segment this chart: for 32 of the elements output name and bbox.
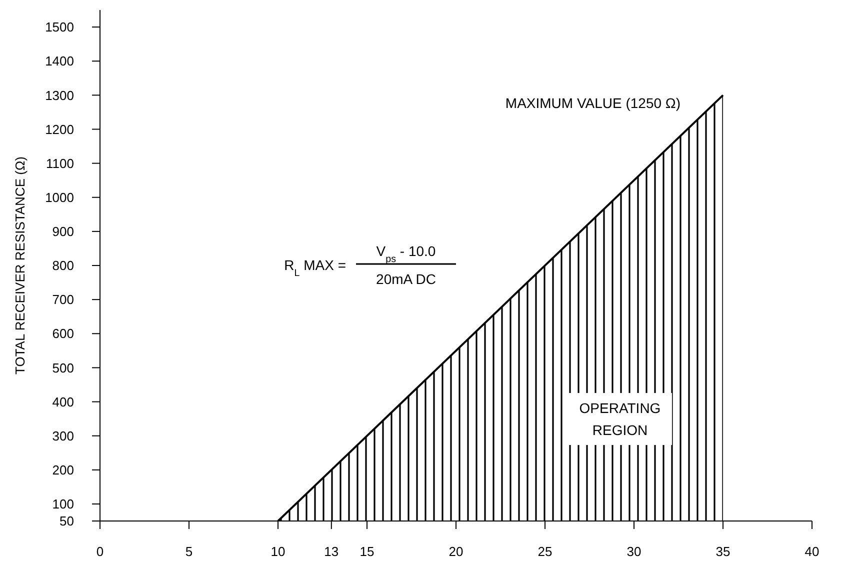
y-axis-title: TOTAL RECEIVER RESISTANCE (Ω): [12, 156, 28, 374]
annotation: 20mA DC: [376, 271, 436, 287]
y-tick-label: 1100: [46, 156, 74, 171]
y-tick-label: 300: [52, 428, 74, 444]
x-tick-label: 10: [270, 544, 286, 560]
x-tick-label: 0: [96, 544, 104, 560]
y-tick-label: 100: [52, 496, 74, 512]
x-tick-label: 20: [448, 544, 464, 560]
y-tick-label: 1200: [45, 122, 74, 137]
y-tick-label: 1400: [45, 54, 74, 69]
y-tick-label: 50: [60, 514, 74, 529]
x-tick-label: 13: [324, 544, 339, 560]
x-tick-label: 30: [626, 544, 642, 560]
x-tick-label: 5: [185, 544, 193, 560]
x-tick-label: 25: [538, 544, 552, 560]
y-tick-label: 200: [52, 462, 74, 478]
y-tick-label: 900: [52, 224, 74, 240]
annotation: OPERATING REGION: [579, 400, 661, 438]
annotation: R$_{L}$ MAX =: [284, 257, 346, 278]
annotation: MAXIMUM VALUE (1250 Ω): [505, 95, 681, 111]
y-tick-label: 600: [52, 326, 74, 342]
y-tick-label: 700: [52, 292, 74, 308]
y-tick-label: 400: [52, 394, 74, 410]
y-tick-label: 1500: [45, 20, 74, 35]
y-tick-label: 1300: [45, 88, 74, 103]
annotation: V$_{ps}$ - 10.0: [376, 243, 436, 264]
x-tick-label: 40: [804, 544, 820, 560]
y-tick-label: 800: [52, 258, 74, 274]
y-tick-label: 500: [52, 360, 74, 376]
x-tick-label: 35: [716, 544, 730, 560]
y-tick-label: 1000: [45, 190, 74, 205]
x-tick-label: 15: [360, 544, 374, 560]
